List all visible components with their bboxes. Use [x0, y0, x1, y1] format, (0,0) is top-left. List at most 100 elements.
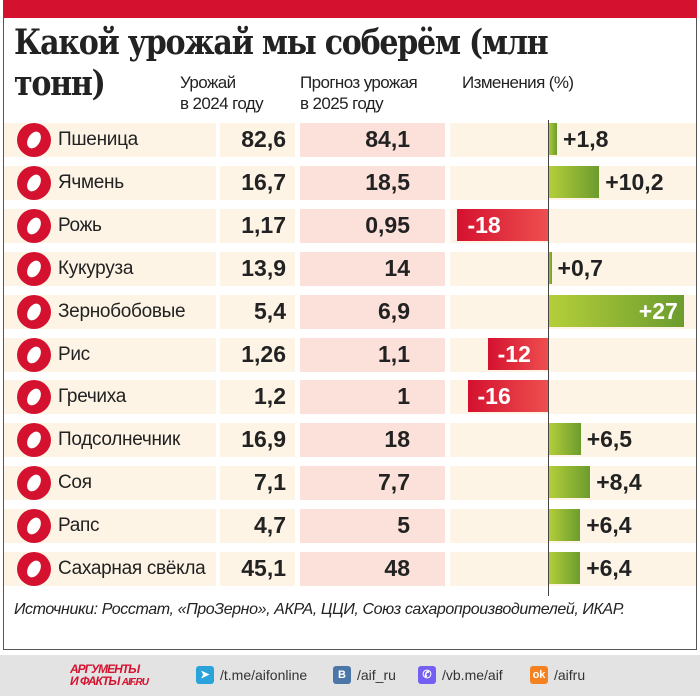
crop-name: Пшеница: [58, 129, 138, 150]
change-bar: [548, 509, 581, 542]
value-2025: 14: [384, 254, 410, 281]
value-2025: 18: [384, 426, 410, 453]
value-2025: 6,9: [378, 297, 410, 324]
telegram-icon: ➤: [196, 666, 214, 684]
change-label: +27: [638, 297, 678, 324]
cell-2025: [300, 423, 445, 458]
crop-name: Кукуруза: [58, 257, 134, 279]
crop-name: Зернобобовые: [58, 300, 186, 322]
cell-2025: [300, 509, 445, 544]
header-2024: Урожай в 2024 году: [180, 72, 264, 114]
sources-note: Источники: Росстат, «ПроЗерно», АКРА, ЦЦ…: [14, 601, 625, 618]
crop-icon: [17, 423, 51, 458]
logo-text: И ФАКТЫ: [70, 674, 120, 688]
change-label: +8,4: [596, 469, 642, 496]
crop-icon: [17, 466, 51, 501]
change-label: -16: [477, 383, 511, 410]
chart-title: Какой урожай мы соберём (млн тонн): [14, 22, 549, 104]
logo-site: AIF.RU: [121, 677, 149, 688]
header-line: Прогноз урожая: [300, 73, 418, 92]
crop-icon: [17, 165, 51, 200]
value-2024: 1,17: [241, 211, 286, 238]
crop-icon: [17, 552, 51, 586]
change-bar: [548, 466, 591, 499]
header-line: в 2024 году: [180, 94, 264, 113]
change-label: +6,4: [586, 512, 632, 539]
value-2024: 16,7: [241, 168, 286, 195]
value-2025: 18,5: [365, 168, 410, 195]
aif-logo[interactable]: АРГУМЕНТЫ И ФАКТЫ AIF.RU: [70, 662, 149, 689]
crop-name: Гречиха: [58, 386, 126, 408]
social-link[interactable]: В/aif_ru: [333, 666, 396, 684]
footer: АРГУМЕНТЫ И ФАКТЫ AIF.RU ➤ /t.me/aifonline…: [0, 655, 700, 696]
cell-2025: [300, 337, 445, 372]
table-row: Сахарная свёкла 45,1 48 +6,4: [4, 552, 696, 586]
cell-2024: [220, 165, 295, 200]
ok-icon: ok: [530, 666, 548, 684]
cell-change: [450, 123, 696, 157]
cell-2025: [300, 380, 445, 415]
value-2025: 84,1: [365, 126, 410, 152]
value-2024: 82,6: [241, 126, 286, 152]
change-bar: [548, 294, 684, 327]
crop-icon: [17, 251, 51, 286]
change-label: +0,7: [557, 254, 603, 281]
cell-2025: [300, 208, 445, 243]
cell-2024: [220, 294, 295, 329]
change-bar: [548, 251, 552, 284]
change-label: +10,2: [605, 168, 664, 195]
social-link[interactable]: ✆ /vb.me/aif: [418, 666, 503, 684]
crop-name: Ячмень: [58, 171, 124, 193]
cell-change: [450, 251, 696, 286]
social-link-text: /aifru: [554, 667, 586, 683]
cell-2025: [300, 251, 445, 286]
change-bar: [548, 552, 581, 584]
table-row: Зернобобовые 5,4 6,9 +27: [4, 294, 696, 329]
zero-axis: [548, 120, 549, 596]
social-link[interactable]: ok/aifru: [530, 666, 585, 684]
value-2024: 4,7: [254, 512, 286, 539]
cell-2024: [220, 552, 295, 586]
cell-2024: [220, 423, 295, 458]
logo-text: АРГУМЕНТЫ: [70, 662, 140, 676]
change-label: +6,4: [586, 555, 632, 581]
crop-name: Рожь: [58, 214, 102, 236]
value-2024: 16,9: [241, 426, 286, 453]
change-bar: [548, 423, 581, 456]
table-row: Пшеница 82,6 84,1 +1,8: [4, 123, 696, 157]
table-row: Гречиха 1,2 1 -16: [4, 380, 696, 415]
social-link-text: /aif_ru: [357, 667, 396, 683]
cell-2024: [220, 337, 295, 372]
top-accent-bar: [3, 0, 697, 18]
social-link[interactable]: ➤ /t.me/aifonline: [196, 666, 307, 684]
table-row: Ячмень 16,7 18,5 +10,2: [4, 165, 696, 200]
table-row: Подсолнечник 16,9 18 +6,5: [4, 423, 696, 458]
change-label: +1,8: [563, 126, 609, 152]
cell-2025: [300, 552, 445, 586]
cell-2024: [220, 466, 295, 501]
vk-icon: В: [333, 666, 351, 684]
social-link-text: /t.me/aifonline: [220, 667, 308, 683]
header-2025: Прогноз урожая в 2025 году: [300, 72, 418, 114]
cell-2025: [300, 123, 445, 157]
value-2024: 1,2: [254, 383, 286, 410]
value-2024: 13,9: [241, 254, 286, 281]
change-label: -18: [467, 211, 501, 238]
crop-icon: [17, 294, 51, 329]
infographic-frame: [3, 0, 697, 650]
crop-name: Сахарная свёкла: [58, 558, 206, 579]
value-2025: 0,95: [365, 211, 410, 238]
crop-name: Соя: [58, 472, 92, 494]
cell-2024: [220, 251, 295, 286]
change-bar: [457, 208, 548, 241]
header-line: в 2025 году: [300, 94, 384, 113]
crop-icon: [17, 337, 51, 372]
value-2025: 1: [397, 383, 410, 410]
table-row: Рапс 4,7 5 +6,4: [4, 509, 696, 544]
change-label: -12: [497, 340, 531, 367]
value-2025: 7,7: [378, 469, 410, 496]
crop-icon: [17, 208, 51, 243]
crop-name: Рис: [58, 343, 90, 365]
value-2024: 5,4: [254, 297, 286, 324]
value-2025: 1,1: [378, 340, 410, 367]
